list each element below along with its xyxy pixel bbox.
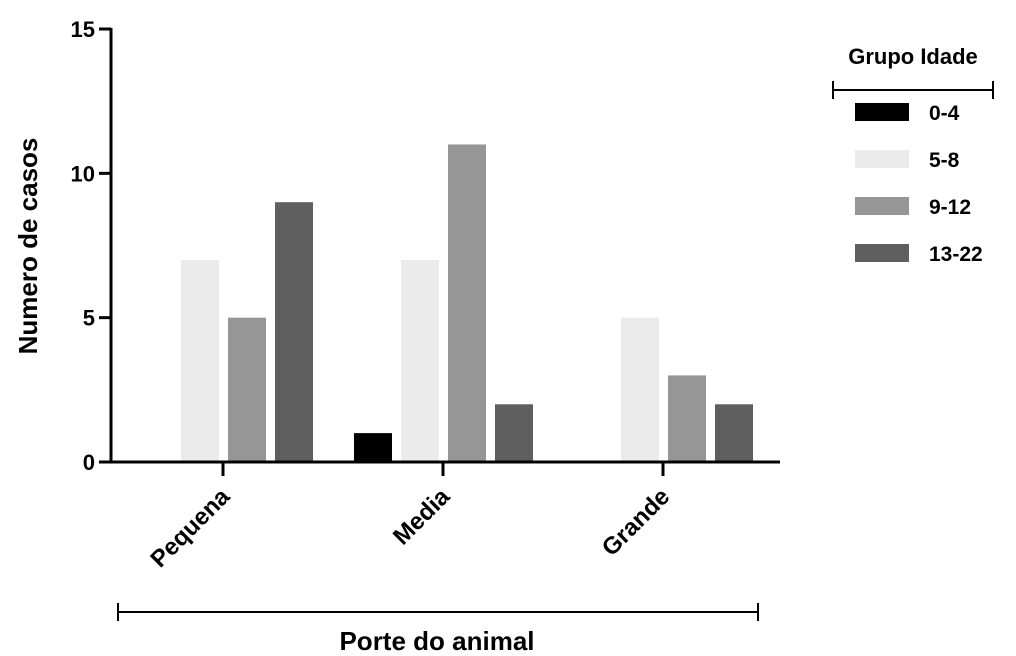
x-tick-label-grande: Grande bbox=[597, 483, 676, 562]
y-ticks-group: 0 5 10 15 bbox=[71, 17, 111, 475]
y-tick-label: 5 bbox=[83, 306, 95, 331]
legend-label-0-4: 0-4 bbox=[929, 102, 960, 125]
bar-pequena-9-12 bbox=[228, 317, 266, 462]
legend-swatch-9-12 bbox=[855, 197, 909, 215]
bar-media-9-12 bbox=[448, 144, 486, 462]
y-axis-title: Numero de casos bbox=[13, 138, 43, 355]
bars-group bbox=[181, 144, 753, 462]
bar-grande-5-8 bbox=[621, 317, 659, 462]
legend-label-5-8: 5-8 bbox=[929, 149, 960, 172]
x-tick-label-pequena: Pequena bbox=[145, 483, 235, 573]
y-tick-label: 0 bbox=[83, 450, 95, 475]
legend-swatch-13-22 bbox=[855, 244, 909, 262]
y-tick-label: 15 bbox=[71, 17, 95, 42]
legend-swatch-0-4 bbox=[855, 103, 909, 121]
legend-title: Grupo Idade bbox=[848, 44, 978, 69]
bar-media-13-22 bbox=[495, 404, 533, 462]
bar-grande-13-22 bbox=[715, 404, 753, 462]
y-tick-label: 10 bbox=[71, 161, 95, 186]
bar-media-5-8 bbox=[401, 259, 439, 462]
x-axis-title: Porte do animal bbox=[339, 626, 534, 656]
legend-label-9-12: 9-12 bbox=[929, 196, 971, 219]
legend: 0-4 5-8 9-12 13-22 bbox=[855, 102, 983, 266]
legend-swatch-5-8 bbox=[855, 150, 909, 168]
bar-pequena-5-8 bbox=[181, 259, 219, 462]
bar-media-0-4 bbox=[354, 433, 392, 462]
legend-label-13-22: 13-22 bbox=[929, 243, 983, 266]
x-tick-label-media: Media bbox=[388, 483, 456, 551]
bar-grande-9-12 bbox=[668, 375, 706, 462]
x-ticks-group: Pequena Media Grande bbox=[145, 462, 675, 573]
bar-pequena-13-22 bbox=[275, 202, 313, 462]
